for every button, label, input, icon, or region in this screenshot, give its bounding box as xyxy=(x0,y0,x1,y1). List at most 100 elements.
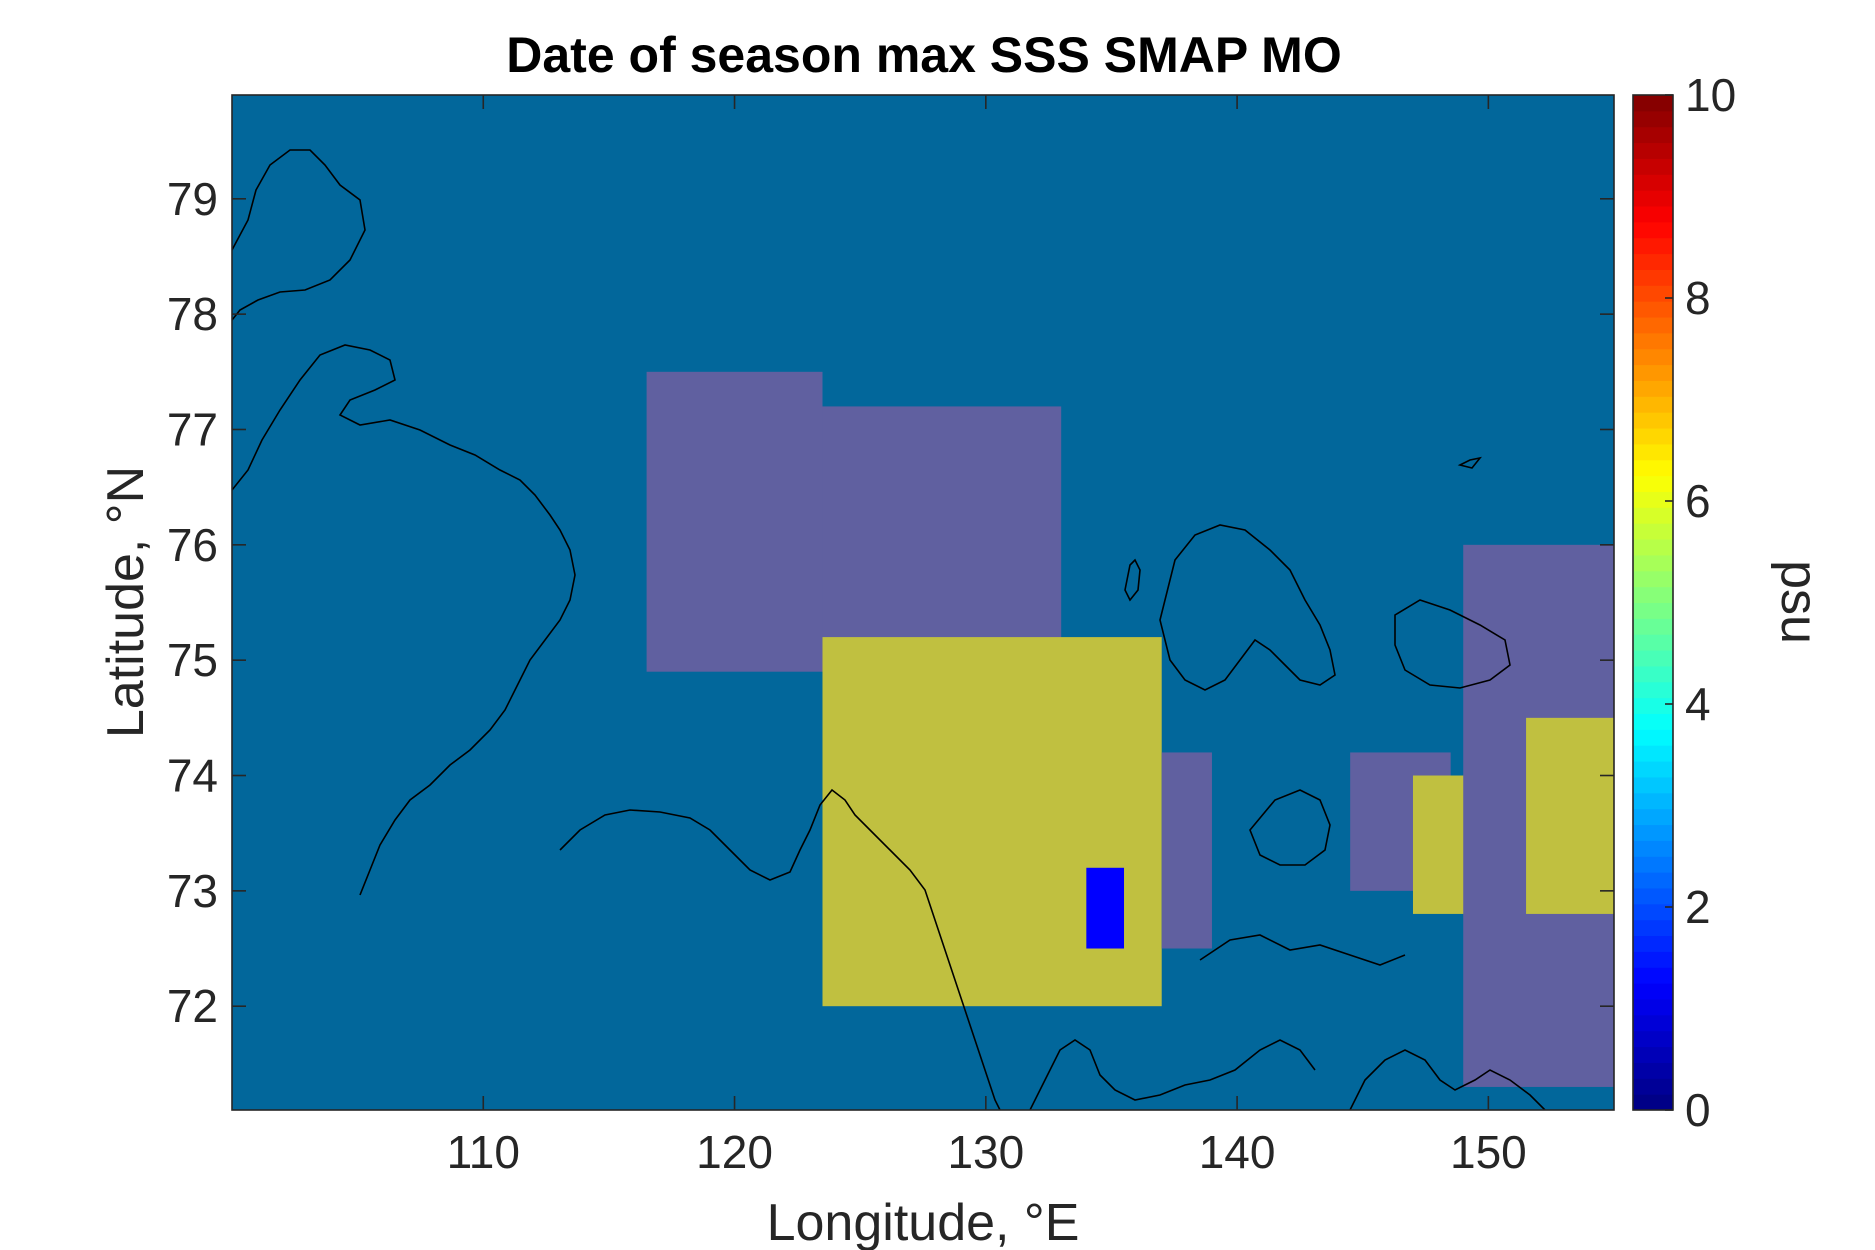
colorbar-step xyxy=(1633,523,1673,540)
coastline-delta-lines xyxy=(1199,934,1406,966)
x-axis: 110 120 130 140 150 xyxy=(447,95,1527,1178)
colorbar-step xyxy=(1633,919,1673,937)
colorbar-step xyxy=(1633,301,1673,318)
coastline-kotelny-small xyxy=(1124,558,1141,602)
colorbar-step xyxy=(1633,142,1673,159)
colorbar-step xyxy=(1633,206,1673,223)
colorbar-step xyxy=(1633,1046,1673,1063)
colorbar-step xyxy=(1633,554,1673,572)
coastlines xyxy=(232,149,1546,1110)
coastline-island-east xyxy=(1394,599,1511,689)
colorbar-frame xyxy=(1632,94,1674,1111)
x-tick-label: 120 xyxy=(696,1126,773,1178)
colorbar-step xyxy=(1633,586,1673,603)
coastline-taymyr xyxy=(232,344,576,896)
y-axis-label: Latitude, °N xyxy=(97,466,155,738)
colorbar-step xyxy=(1633,269,1673,286)
salinity-region-8 xyxy=(1086,867,1125,949)
colorbar-step xyxy=(1633,840,1673,857)
colorbar-step xyxy=(1633,190,1673,207)
colorbar-step xyxy=(1633,285,1673,302)
colorbar-step xyxy=(1633,158,1673,175)
colorbar-step xyxy=(1633,1062,1673,1079)
colorbar-step xyxy=(1633,808,1673,826)
colorbar-step xyxy=(1633,539,1673,556)
salinity-region-7 xyxy=(1526,717,1614,914)
y-axis: 72 73 74 75 76 77 78 79 xyxy=(167,173,1614,1032)
colorbar-step xyxy=(1633,237,1673,255)
colorbar-step xyxy=(1633,618,1673,635)
x-axis-label: Longitude, °E xyxy=(767,1194,1080,1250)
colorbar-step xyxy=(1633,380,1673,397)
colorbar-step xyxy=(1633,364,1673,381)
colorbar-step xyxy=(1633,570,1673,588)
x-tick-label: 140 xyxy=(1199,1126,1276,1178)
colorbar-step xyxy=(1633,650,1673,667)
coastline-lena-delta xyxy=(1029,1039,1316,1110)
y-tick-label: 79 xyxy=(167,173,218,225)
coastline-new-siberian-islands xyxy=(1159,524,1336,691)
salinity-region-2 xyxy=(822,637,1162,1007)
colorbar-step xyxy=(1633,951,1673,968)
colorbar-step xyxy=(1633,428,1673,445)
colorbar-step xyxy=(1633,824,1673,841)
colorbar-tick-label: 10 xyxy=(1685,69,1736,121)
colorbar-step xyxy=(1633,681,1673,699)
colorbar-step xyxy=(1633,1094,1673,1111)
colorbar-step xyxy=(1633,332,1673,350)
salinity-region-3 xyxy=(1161,752,1212,949)
y-tick-label: 73 xyxy=(167,865,218,917)
colorbar-step xyxy=(1633,1078,1673,1095)
colorbar-gradient xyxy=(1633,95,1673,1111)
colorbar-step xyxy=(1633,221,1673,239)
coastline-laptev-south xyxy=(559,788,1001,1110)
colorbar-step xyxy=(1633,967,1673,984)
colorbar-step xyxy=(1633,443,1673,461)
colorbar-ticks: 0 2 4 6 8 10 xyxy=(1665,69,1736,1136)
colorbar-step xyxy=(1633,887,1673,905)
chart-title: Date of season max SSS SMAP MO xyxy=(506,27,1341,83)
colorbar: 0 2 4 6 8 10 psu xyxy=(1632,69,1828,1136)
colorbar-step xyxy=(1633,253,1673,270)
colorbar-tick-label: 2 xyxy=(1685,881,1711,933)
colorbar-tick-label: 8 xyxy=(1685,272,1711,324)
colorbar-step xyxy=(1633,95,1673,112)
colorbar-step xyxy=(1633,792,1673,810)
colorbar-step xyxy=(1633,459,1673,477)
colorbar-tick-label: 4 xyxy=(1685,678,1711,730)
colorbar-step xyxy=(1633,491,1673,508)
colorbar-step xyxy=(1633,507,1673,524)
colorbar-step xyxy=(1633,761,1673,778)
y-tick-label: 76 xyxy=(167,519,218,571)
x-tick-label: 130 xyxy=(947,1126,1024,1178)
colorbar-step xyxy=(1633,776,1673,794)
coastline-bennett xyxy=(1457,456,1482,469)
colorbar-step xyxy=(1633,602,1673,619)
plot-frame xyxy=(231,94,1615,1111)
y-tick-label: 77 xyxy=(167,403,218,455)
colorbar-step xyxy=(1633,110,1673,128)
colorbar-label: psu xyxy=(1770,560,1828,644)
coastline-east-siberian-coast xyxy=(1349,1049,1546,1110)
y-tick-label: 75 xyxy=(167,634,218,686)
x-tick-label: 150 xyxy=(1450,1126,1527,1178)
salinity-region-0 xyxy=(646,371,823,672)
colorbar-step xyxy=(1633,412,1673,429)
colorbar-tick-label: 6 xyxy=(1685,475,1711,527)
colorbar-step xyxy=(1633,317,1673,334)
colorbar-step xyxy=(1633,348,1673,366)
colorbar-step xyxy=(1633,697,1673,715)
colorbar-step xyxy=(1633,983,1673,1000)
y-tick-label: 78 xyxy=(167,288,218,340)
coastline-bolshoy-lyakhovsky xyxy=(1249,789,1331,866)
colorbar-step xyxy=(1633,998,1673,1016)
coastline-severnaya-zemlya xyxy=(232,149,366,321)
y-tick-label: 72 xyxy=(167,980,218,1032)
colorbar-step xyxy=(1633,935,1673,952)
colorbar-step xyxy=(1633,1014,1673,1032)
colorbar-step xyxy=(1633,126,1673,144)
colorbar-step xyxy=(1633,475,1673,492)
colorbar-step xyxy=(1633,174,1673,191)
colorbar-step xyxy=(1633,1030,1673,1048)
